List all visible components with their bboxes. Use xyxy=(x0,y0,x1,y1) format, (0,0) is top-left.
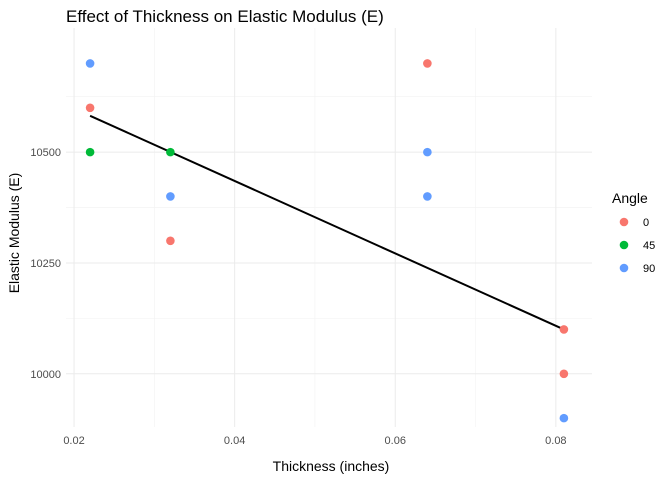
data-point-angle-90 xyxy=(559,413,569,423)
data-points xyxy=(85,59,569,423)
legend-label-0: 0 xyxy=(643,217,649,229)
x-tick-label: 0.06 xyxy=(385,435,406,447)
legend-label-45: 45 xyxy=(643,240,655,252)
x-axis-title: Thickness (inches) xyxy=(273,458,390,474)
data-point-angle-0 xyxy=(559,369,569,379)
legend-key-90 xyxy=(619,263,629,273)
y-axis-title: Elastic Modulus (E) xyxy=(6,173,22,294)
y-tick-label: 10000 xyxy=(30,369,61,381)
grid xyxy=(66,28,592,427)
trend-line-group xyxy=(89,114,565,331)
x-tick-label: 0.04 xyxy=(224,435,245,447)
data-point-angle-45 xyxy=(85,147,95,157)
y-tick-label: 10250 xyxy=(30,258,61,270)
legend-title: Angle xyxy=(612,190,648,206)
y-tick-label: 10500 xyxy=(30,147,61,159)
data-point-angle-90 xyxy=(423,147,432,157)
chart-title: Effect of Thickness on Elastic Modulus (… xyxy=(66,7,384,26)
x-tick-label: 0.08 xyxy=(545,435,566,447)
data-point-angle-0 xyxy=(423,59,432,68)
y-axis-ticks: 10000 10250 10500 xyxy=(30,147,61,381)
data-point-angle-90 xyxy=(423,192,432,201)
data-point-angle-0 xyxy=(85,103,95,113)
data-point-angle-90 xyxy=(85,59,95,68)
legend-label-90: 90 xyxy=(643,263,655,275)
data-point-angle-90 xyxy=(166,192,175,201)
data-point-angle-0 xyxy=(559,325,569,334)
legend-key-45 xyxy=(619,240,629,250)
legend: Angle 0 45 90 xyxy=(612,190,655,275)
x-tick-label: 0.02 xyxy=(63,435,84,447)
legend-key-0 xyxy=(619,217,629,227)
x-axis-ticks: 0.02 0.04 0.06 0.08 xyxy=(63,435,566,447)
trend-line xyxy=(89,114,565,331)
data-point-angle-45 xyxy=(166,147,175,157)
data-point-angle-0 xyxy=(166,236,175,246)
